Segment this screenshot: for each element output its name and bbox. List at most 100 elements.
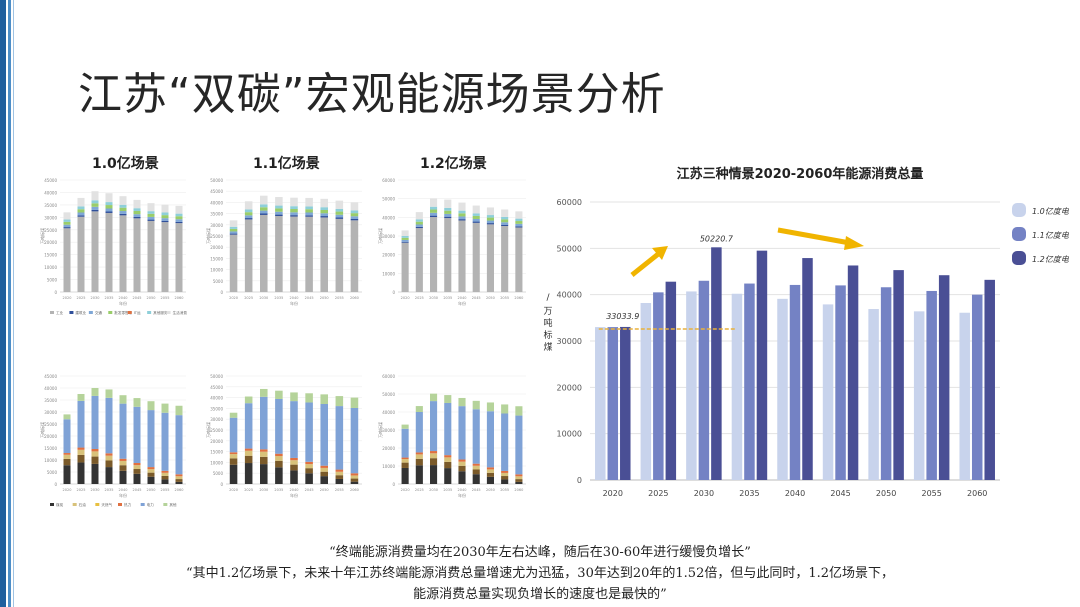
thumb-bar-seg [486,411,494,468]
thumb-y-tick: 40000 [382,410,395,415]
thumb-bar-seg [133,398,141,407]
thumb-bar-seg [415,465,423,484]
thumb-bar-seg [63,228,71,292]
thumb-bar-seg [472,205,480,214]
thumb-bar-seg [175,479,183,482]
x-tick-label: 2045 [830,489,850,498]
thumb-bar-seg [133,208,141,211]
thumb-bar-seg [305,393,313,403]
thumb-y-axis-label: 万吨标煤 [39,422,45,438]
thumb-bar-seg [401,239,409,242]
thumb-bar-seg [77,215,85,217]
thumb-bar-seg [260,388,268,397]
thumb-bar-seg [415,454,423,459]
thumb-y-tick: 10000 [210,460,223,465]
thumb-legend-swatch [69,311,74,314]
bar-1.1亿度电-2025 [653,292,664,480]
thumb-bar-seg [430,393,438,402]
thumb-bar-seg [133,463,141,466]
thumb-bar-seg [161,479,169,484]
thumb-x-tick: 2035 [443,488,452,492]
thumb-y-tick: 40000 [44,386,57,391]
thumb-legend-swatch [163,503,168,506]
thumb-bar-seg [260,195,268,205]
thumb-bar-seg [229,412,238,418]
thumb-x-tick: 2060 [514,488,523,492]
thumb-y-tick: 20000 [210,245,223,250]
thumb-bar-seg [63,458,71,466]
thumb-bar-seg [175,223,183,292]
thumb-bar-seg [275,390,283,399]
thumb-bar-seg [63,224,71,228]
thumb-bar-seg [63,414,71,420]
thumb-bar-seg [133,210,141,215]
thumb-bar-seg [444,457,452,462]
accent-stripe-3 [13,0,14,607]
thumb-legend-label: 煤炭 [56,502,64,507]
thumb-bar-seg [458,219,466,221]
thumb-bar-seg [260,207,268,211]
thumb-legend-label: 交通 [95,310,103,315]
thumb-x-tick: 2020 [63,296,72,300]
thumb-bar-seg [401,457,409,460]
legend-label: 1.2亿度电 [1032,255,1070,264]
thumb-legend-label: 其他服务 [153,310,168,315]
thumb-y-tick: 30000 [210,417,223,422]
thumb-bar-seg [119,211,127,214]
thumb-legend-swatch [127,311,132,314]
thumb-bar-seg [244,403,253,449]
thumb-bar-seg [350,202,359,211]
thumb-bar-seg [105,467,113,484]
thumb-bar-seg [415,226,423,229]
thumb-chart-1-1-fuel: 0 5000 10000 15000 20000 25000 30000 35000 40000… [205,374,362,498]
annotation-2020: 33033.9 [606,312,639,321]
thumb-x-tick: 2060 [350,488,359,492]
thumb-bar-seg [147,476,155,484]
thumb-x-tick: 2025 [77,488,86,492]
legend-label: 1.1亿度电 [1032,231,1070,240]
thumb-bar-seg [486,476,494,484]
thumb-bar-seg [415,458,423,466]
thumb-y-tick: 0 [54,290,57,295]
thumb-bar-seg [133,218,141,292]
thumb-y-tick: 5000 [213,279,224,284]
thumb-x-tick: 2025 [77,296,86,300]
bar-1.0亿度电-2060 [959,312,970,480]
thumb-bar-seg [335,478,344,484]
bar-1.1亿度电-2040 [789,284,801,480]
thumb-bar-seg [350,216,359,219]
thumb-bar-seg [472,222,480,292]
thumb-bar-seg [458,216,466,220]
thumb-x-tick: 2035 [443,296,452,300]
thumb-bar-seg [161,204,169,213]
thumb-legend-label: 热力 [124,502,132,507]
thumb-x-tick: 2040 [119,296,128,300]
thumb-x-tick: 2040 [119,488,128,492]
bar-1.1亿度电-2030 [698,280,710,480]
thumb-bar-seg [77,197,85,207]
thumb-bar-seg [229,220,238,227]
thumb-bar-seg [147,401,155,411]
thumb-bar-seg [320,207,328,210]
thumb-y-tick: 10000 [382,271,395,276]
thumb-legend-label: 批发零售等 [114,310,132,315]
bar-1.1亿度电-2020 [607,327,619,480]
thumb-bar-seg [320,209,328,214]
thumb-x-tick: 2045 [305,296,314,300]
thumb-y-tick: 20000 [382,253,395,258]
thumb-bar-seg [260,210,268,214]
thumb-bar-seg [486,223,494,225]
thumb-x-tick: 2055 [335,296,344,300]
thumb-bar-seg [458,465,466,472]
thumb-chart-1-2-sector: 0 10000 20000 30000 40000 50000 60000 万吨标煤 2020 2… [377,178,526,306]
thumb-bar-seg [501,413,509,471]
thumb-x-tick: 2030 [91,488,100,492]
thumb-bar-seg [229,231,238,234]
y-axis-label-char: 标 [543,329,552,341]
thumb-bar-seg [320,198,328,208]
thumb-legend-label: 生活消费 [173,310,188,315]
bar-1.0亿度电-2035 [731,293,743,480]
thumb-bar-seg [401,230,409,236]
thumb-bar-seg [244,219,253,292]
thumb-bar-seg [229,464,238,484]
